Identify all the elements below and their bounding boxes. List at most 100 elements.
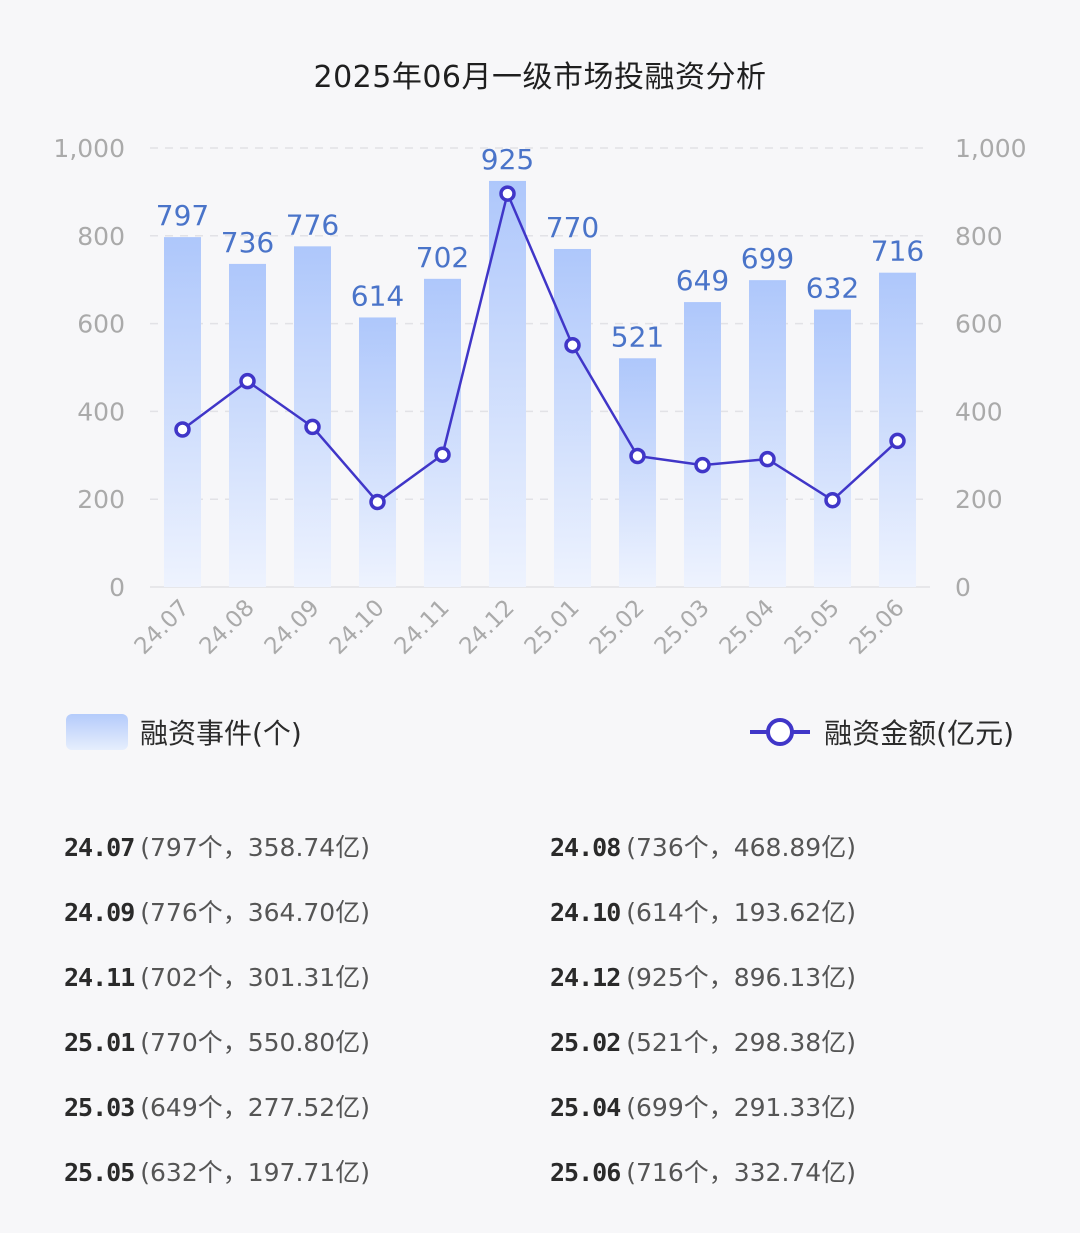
summary-month: 24.08	[550, 833, 621, 862]
y-tick-label: 200	[77, 485, 125, 514]
summary-item: 25.02 (521个，298.38亿)	[550, 1023, 1024, 1062]
bar-value-label: 736	[221, 226, 274, 259]
legend-bar-swatch	[66, 714, 128, 750]
summary-item: 24.09 (776个，364.70亿)	[64, 893, 550, 932]
line-point	[369, 493, 386, 511]
x-tick-label: 25.03	[650, 595, 715, 660]
summary-detail: (699个，291.33亿)	[626, 1093, 856, 1122]
bar-value-label: 614	[351, 279, 404, 312]
legend-line-marker	[750, 718, 811, 746]
summary-item: 24.08 (736个，468.89亿)	[550, 828, 1024, 867]
summary-month: 25.04	[550, 1093, 621, 1122]
y-tick-label: 600	[77, 310, 125, 339]
summary-item: 25.04 (699个，291.33亿)	[550, 1088, 1024, 1127]
x-tick-label: 24.09	[260, 595, 325, 660]
line-point	[304, 418, 321, 436]
summary-month: 25.06	[550, 1158, 621, 1187]
summary-month: 24.07	[64, 833, 135, 862]
bar	[814, 309, 851, 587]
x-tick-label: 25.01	[520, 595, 585, 660]
y-tick-label: 1,000	[53, 134, 125, 163]
summary-detail: (736个，468.89亿)	[626, 833, 856, 862]
bar	[424, 278, 461, 587]
y-tick-label: 400	[77, 397, 125, 426]
summary-month: 25.05	[64, 1158, 135, 1187]
summary-detail: (770个，550.80亿)	[140, 1028, 370, 1057]
y-tick-label: 800	[77, 222, 125, 251]
bar	[619, 358, 656, 587]
summary-month: 25.02	[550, 1028, 621, 1057]
bar	[164, 237, 201, 587]
x-tick-label: 25.05	[780, 595, 845, 660]
summary-item: 25.06 (716个，332.74亿)	[550, 1153, 1024, 1192]
bar	[359, 317, 396, 587]
line-point	[759, 450, 776, 468]
summary-item: 25.05 (632个，197.71亿)	[64, 1153, 550, 1192]
line-point	[629, 447, 646, 465]
line-point	[174, 421, 191, 438]
summary-month: 25.01	[64, 1028, 135, 1057]
x-tick-label: 24.10	[325, 595, 390, 660]
bar-value-label: 776	[286, 208, 339, 241]
bar	[489, 180, 526, 588]
x-tick-label: 25.02	[585, 595, 650, 660]
legend-bar-label: 融资事件(个)	[140, 717, 302, 750]
y2-tick-label: 200	[955, 485, 1003, 514]
summary-item: 24.07 (797个，358.74亿)	[64, 828, 550, 867]
y-tick-label: 0	[109, 573, 125, 602]
x-tick-label: 24.07	[130, 595, 195, 660]
line-point	[694, 456, 711, 474]
line-point	[239, 372, 256, 390]
x-tick-label: 24.12	[455, 595, 520, 660]
legend-line: 融资金额(亿元)	[748, 712, 1014, 752]
summary-item: 24.12 (925个，896.13亿)	[550, 958, 1024, 997]
summary-detail: (776个，364.70亿)	[140, 898, 370, 927]
bar	[749, 280, 786, 587]
summary-month: 24.10	[550, 898, 621, 927]
x-tick-label: 25.06	[845, 595, 910, 660]
chart-title: 2025年06月一级市场投融资分析	[313, 60, 767, 95]
bar-value-label: 699	[741, 242, 794, 275]
bar-value-label: 649	[676, 264, 729, 297]
line-point	[434, 446, 451, 463]
x-tick-label: 24.11	[390, 595, 455, 660]
bar	[879, 272, 916, 587]
line-point	[824, 491, 841, 509]
summary-month: 24.09	[64, 898, 135, 927]
summary-detail: (614个，193.62亿)	[626, 898, 856, 927]
y2-tick-label: 600	[955, 310, 1003, 339]
line-point	[499, 185, 516, 202]
summary-list: 24.07 (797个，358.74亿) 24.08 (736个，468.89亿) …	[64, 828, 1024, 1192]
line-series	[181, 189, 899, 504]
summary-detail: (521个，298.38亿)	[626, 1028, 856, 1057]
summary-item: 25.03 (649个，277.52亿)	[64, 1088, 550, 1127]
summary-detail: (716个，332.74亿)	[626, 1158, 856, 1187]
bar	[294, 246, 331, 587]
line-point	[564, 336, 581, 354]
bar-value-label: 702	[416, 241, 469, 274]
bar	[684, 302, 721, 587]
y2-tick-label: 1,000	[955, 134, 1027, 163]
summary-month: 25.03	[64, 1093, 135, 1122]
y2-tick-label: 800	[955, 222, 1003, 251]
summary-detail: (797个，358.74亿)	[140, 833, 370, 862]
summary-item: 24.11 (702个，301.31亿)	[64, 958, 550, 997]
legend-line-label: 融资金额(亿元)	[824, 717, 1014, 750]
y2-tick-label: 400	[955, 397, 1003, 426]
summary-detail: (702个，301.31亿)	[140, 963, 370, 992]
summary-detail: (925个，896.13亿)	[626, 963, 856, 992]
line-point	[889, 432, 906, 450]
combo-chart: 0 200 400 600 800 1,000 0 200 400 600 800 1,000 797 7…	[53, 134, 1027, 660]
bar-value-label: 521	[611, 320, 664, 353]
x-tick-label: 24.08	[195, 595, 260, 660]
y2-tick-label: 0	[955, 573, 971, 602]
x-tick-label: 25.04	[715, 595, 780, 660]
bar-value-label: 797	[156, 199, 209, 232]
bar-value-label: 925	[481, 143, 534, 176]
summary-detail: (649个，277.52亿)	[140, 1093, 370, 1122]
summary-detail: (632个，197.71亿)	[140, 1158, 370, 1187]
summary-month: 24.11	[64, 963, 135, 992]
bar-value-label: 716	[871, 235, 924, 268]
legend-bar: 融资事件(个)	[66, 712, 302, 752]
